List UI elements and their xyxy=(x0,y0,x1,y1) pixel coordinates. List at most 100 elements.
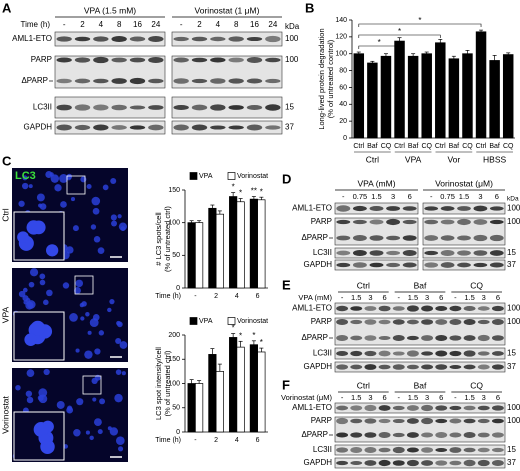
blot-strip xyxy=(334,361,506,373)
band xyxy=(350,364,363,370)
blot-strip xyxy=(334,457,506,469)
nucleus xyxy=(76,398,84,406)
band xyxy=(406,335,419,341)
band xyxy=(246,124,263,131)
band xyxy=(369,235,384,241)
band xyxy=(74,78,91,84)
significance: * xyxy=(252,331,255,340)
blot-strip xyxy=(54,55,166,89)
significance: ** xyxy=(251,187,257,196)
y-tick-label: 0 xyxy=(343,135,347,142)
band xyxy=(491,305,504,312)
inset-source xyxy=(74,275,94,295)
significance: * xyxy=(260,187,263,196)
lane-label: 0.75 xyxy=(440,192,455,201)
significance: * xyxy=(398,27,401,36)
nucleus xyxy=(107,426,112,431)
lane-label: 4 xyxy=(216,20,221,29)
kda-title: kDa xyxy=(507,196,519,203)
kda-label: 37 xyxy=(507,458,516,467)
nucleus xyxy=(70,197,76,202)
treatment-header: Vorinostat (1 μM) xyxy=(195,5,260,15)
band xyxy=(210,125,226,130)
band xyxy=(463,350,476,357)
band xyxy=(56,57,72,63)
blot-strip xyxy=(334,302,506,315)
significance: * xyxy=(239,189,242,198)
band xyxy=(369,262,384,268)
band xyxy=(449,305,462,312)
lane-label: 16 xyxy=(133,20,142,29)
panel-label: D xyxy=(282,171,291,186)
panel-label: B xyxy=(305,0,314,15)
band xyxy=(93,78,109,84)
band xyxy=(449,460,462,466)
band xyxy=(56,124,72,131)
bracket xyxy=(358,45,400,49)
band xyxy=(336,262,351,268)
lane-label: 1.5 xyxy=(408,293,418,302)
significance: * xyxy=(239,331,242,340)
band xyxy=(489,206,504,211)
significance: * xyxy=(418,16,421,25)
bar xyxy=(421,53,432,139)
nucleus xyxy=(97,429,103,435)
band xyxy=(336,447,349,453)
y-axis-label: (% of untreated ctrl) xyxy=(163,206,172,272)
band xyxy=(336,219,351,225)
band xyxy=(364,432,377,438)
nucleus xyxy=(26,300,36,309)
band xyxy=(473,262,488,268)
band xyxy=(111,35,127,43)
y-tick-label: 120 xyxy=(335,34,347,41)
nucleus xyxy=(117,446,124,452)
cleaved-label: ΔPARP xyxy=(301,233,328,242)
band xyxy=(111,125,127,130)
band xyxy=(56,104,72,111)
band xyxy=(477,432,490,438)
blot-strip xyxy=(171,31,283,47)
band xyxy=(449,335,462,341)
y-tick-label: 60 xyxy=(339,84,347,91)
significance: * xyxy=(378,38,381,47)
legend-label: VPA xyxy=(199,173,213,180)
bar xyxy=(208,207,217,289)
lane-label: 2 xyxy=(80,20,85,29)
y-tick-label: 0 xyxy=(176,429,180,436)
nucleus xyxy=(80,316,85,321)
x-tick-label: - xyxy=(194,293,197,300)
nucleus xyxy=(50,174,60,183)
band xyxy=(336,305,349,312)
band xyxy=(352,250,367,256)
row-label: LC3II xyxy=(313,349,332,358)
band xyxy=(477,334,490,342)
nucleus xyxy=(117,214,122,219)
panel-label: F xyxy=(282,377,290,392)
band xyxy=(449,405,462,411)
band xyxy=(435,431,448,439)
lane-label: 8 xyxy=(234,20,239,29)
band xyxy=(392,405,405,411)
row-label: PARP xyxy=(311,416,332,425)
nucleus xyxy=(73,428,81,437)
bar xyxy=(215,213,224,289)
y-tick-label: 150 xyxy=(168,356,180,363)
band xyxy=(210,36,226,42)
lane-label: 3 xyxy=(478,192,482,201)
panel-label: E xyxy=(282,277,291,292)
band xyxy=(378,364,391,370)
nucleus xyxy=(86,183,92,189)
nucleus xyxy=(110,214,117,221)
lane-title: Time (h) xyxy=(21,20,51,29)
nucleus xyxy=(43,299,49,306)
nucleus xyxy=(18,200,25,207)
kda-label: 37 xyxy=(507,362,516,371)
band xyxy=(378,319,391,325)
kda-label: 100 xyxy=(285,55,299,64)
bar xyxy=(448,58,460,139)
nucleus xyxy=(29,268,39,277)
row-label: LC3II xyxy=(313,445,332,454)
nucleus-zoom xyxy=(33,422,49,437)
panel-label: A xyxy=(2,0,12,15)
nucleus xyxy=(22,175,28,181)
